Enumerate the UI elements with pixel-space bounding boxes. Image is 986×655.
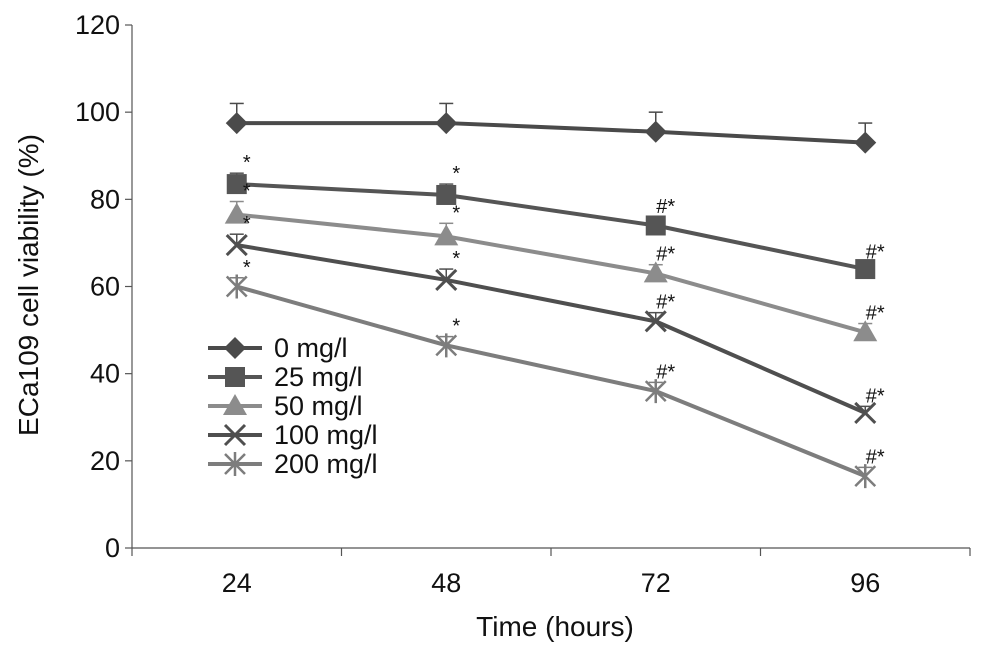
data-point (434, 224, 459, 246)
legend-marker (224, 452, 246, 476)
significance-label: #* (656, 292, 675, 314)
significance-label: #* (866, 242, 885, 264)
significance-label: * (243, 213, 251, 235)
y-axis-title: ECa109 cell viability (%) (13, 134, 44, 436)
x-tick-label: 72 (641, 568, 671, 598)
series-25-mg-l: * * #* #* (226, 152, 885, 280)
data-point (855, 259, 876, 280)
axes: 0 20 40 60 80 100 120 24 48 72 96 (75, 10, 971, 598)
significance-label: #* (866, 446, 885, 468)
data-point (436, 184, 457, 205)
data-point (644, 310, 667, 333)
data-point (225, 112, 248, 135)
data-point (224, 202, 249, 224)
significance-label: * (452, 248, 460, 270)
significance-label: * (452, 163, 460, 185)
data-point (643, 261, 668, 283)
significance-label: #* (656, 244, 675, 266)
series-line (236, 121, 866, 145)
x-axis-title: Time (hours) (476, 611, 634, 642)
data-point (225, 234, 248, 257)
legend-marker (223, 423, 247, 447)
legend-item: 0 mg/l (208, 333, 348, 363)
legend-label: 50 mg/l (274, 391, 363, 421)
series-50-mg-l: * * #* #* (224, 181, 885, 342)
significance-label: * (243, 152, 251, 174)
data-point (854, 464, 877, 489)
data-point (435, 333, 458, 358)
series-line (236, 212, 866, 335)
y-tick-label: 100 (75, 97, 120, 127)
significance-label: * (452, 316, 460, 338)
legend-item: 50 mg/l (208, 391, 363, 421)
significance-label: #* (866, 385, 885, 407)
legend-label: 25 mg/l (274, 362, 363, 392)
legend-item: 200 mg/l (208, 449, 378, 479)
y-tick-label: 80 (90, 184, 120, 214)
legend-marker (224, 337, 246, 359)
series-layer: * * #* #* * * #* #* * * #* #* * * #* #* (224, 102, 885, 489)
data-point (225, 274, 248, 299)
data-point (645, 215, 666, 236)
data-point (435, 268, 458, 292)
significance-label: #* (866, 303, 885, 325)
y-tick-label: 120 (75, 10, 120, 40)
significance-label: * (243, 181, 251, 203)
y-tick-label: 40 (90, 359, 120, 389)
legend-item: 100 mg/l (208, 420, 378, 450)
series-line (236, 284, 867, 478)
significance-label: * (243, 257, 251, 279)
y-tick-label: 20 (90, 446, 120, 476)
y-tick-label: 0 (105, 533, 120, 563)
legend-label: 0 mg/l (274, 333, 348, 363)
significance-label: #* (656, 196, 675, 218)
x-tick-label: 24 (222, 568, 252, 598)
y-tick-label: 60 (90, 272, 120, 302)
series-100-mg-l: * * #* #* (225, 213, 885, 424)
x-tick-label: 48 (431, 568, 461, 598)
legend-label: 100 mg/l (274, 420, 378, 450)
series-line (236, 243, 867, 415)
data-point (435, 112, 458, 135)
data-point (644, 120, 667, 143)
data-point (853, 320, 878, 342)
series-200-mg-l: * * #* #* (225, 257, 885, 489)
data-point (226, 174, 247, 195)
legend-item: 25 mg/l (208, 362, 363, 392)
legend-marker (225, 367, 245, 387)
legend-marker (223, 394, 247, 415)
data-point (644, 379, 667, 404)
series-0-mg-l (225, 102, 877, 154)
data-point (854, 401, 877, 424)
x-tick-label: 96 (850, 568, 880, 598)
significance-label: #* (656, 361, 675, 383)
data-point (854, 131, 877, 154)
legend-label: 200 mg/l (274, 449, 378, 479)
series-line (236, 182, 866, 272)
significance-label: * (452, 202, 460, 224)
